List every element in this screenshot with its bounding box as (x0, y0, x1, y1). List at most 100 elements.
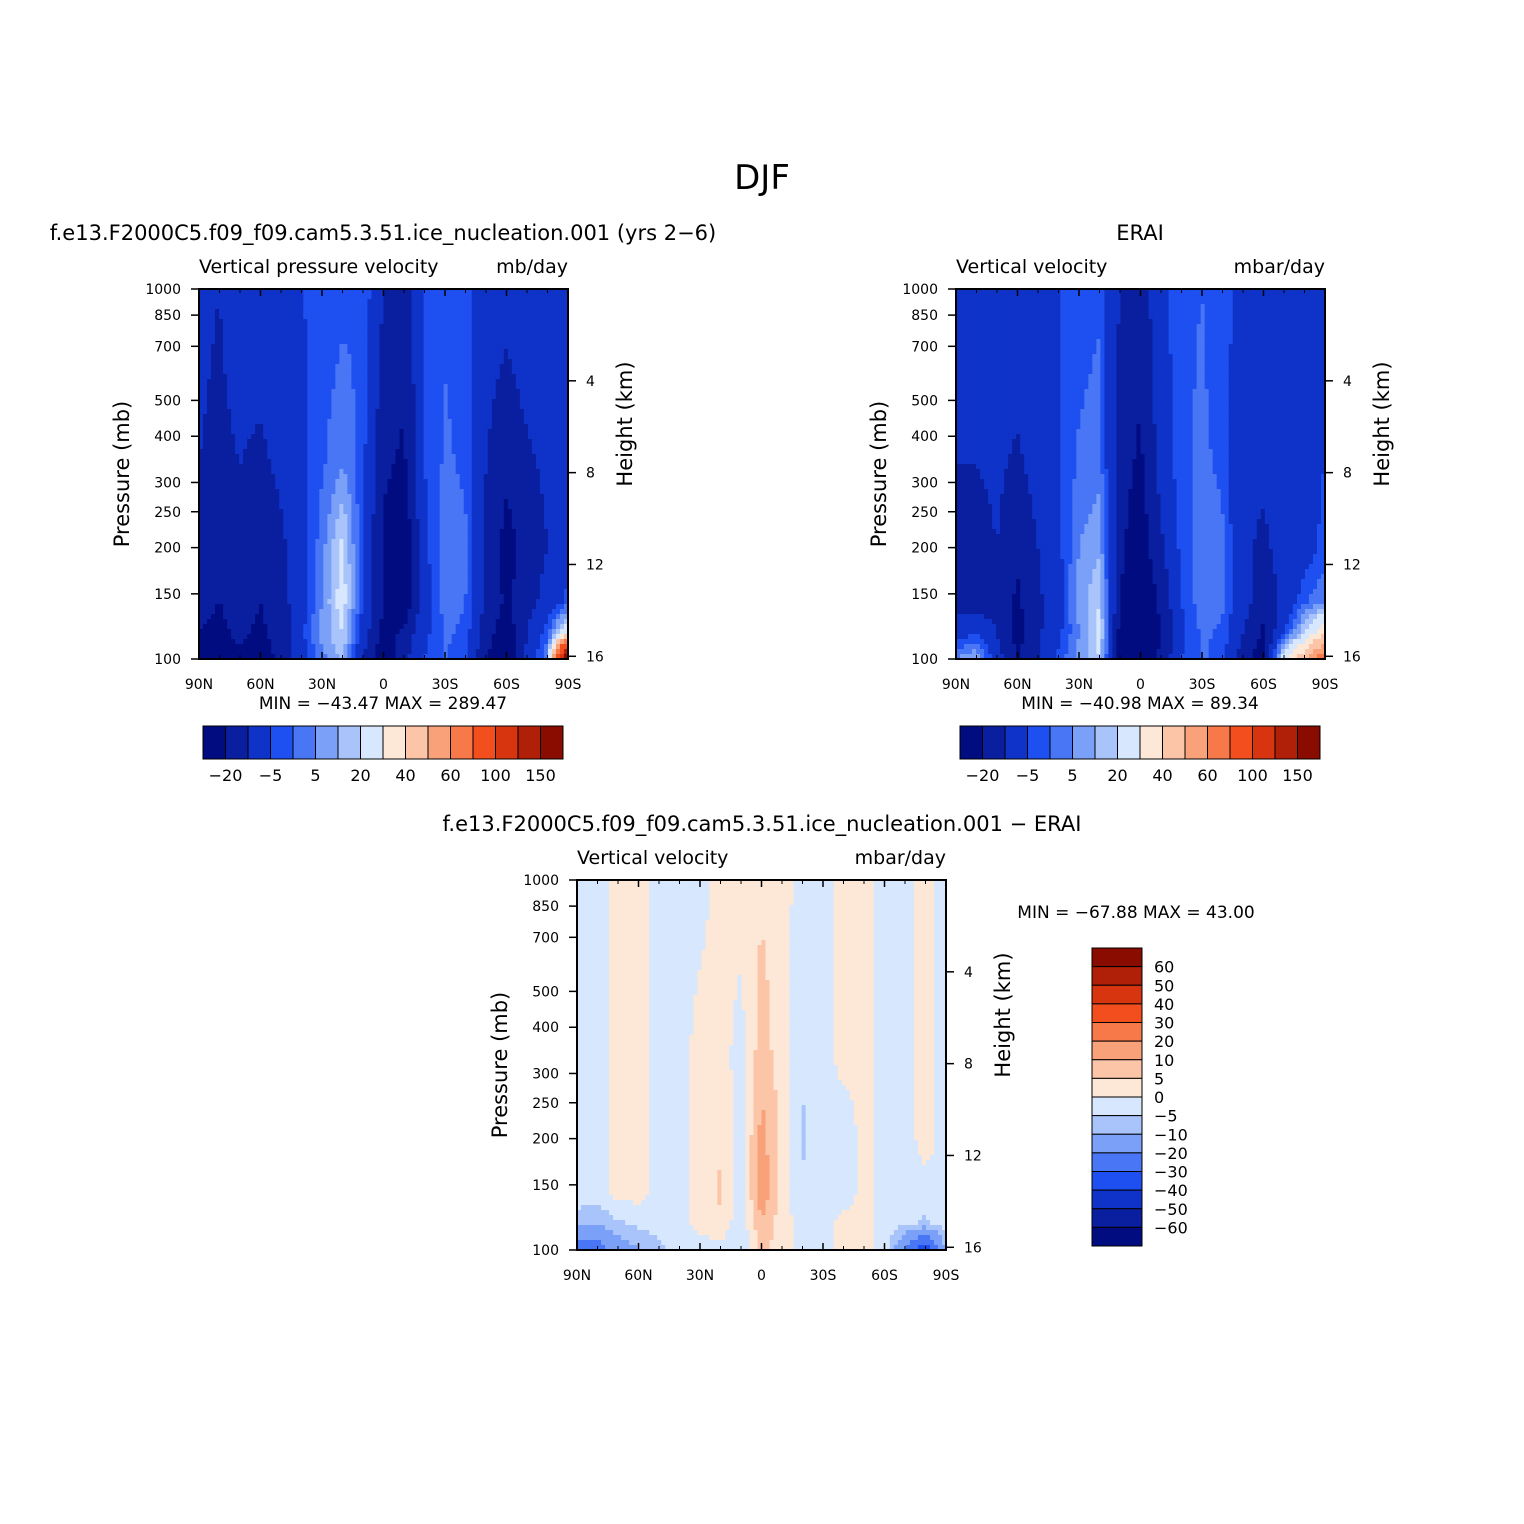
heatmap-cell (395, 384, 401, 390)
heatmap-cell (243, 349, 248, 355)
heatmap-cell (315, 529, 320, 535)
heatmap-cell (279, 524, 284, 530)
heatmap-cell (335, 379, 340, 385)
heatmap-cell (463, 514, 469, 520)
heatmap-cell (223, 494, 228, 500)
heatmap-cell (459, 399, 465, 405)
heatmap-cell (427, 444, 433, 450)
heatmap-cell (391, 509, 397, 515)
heatmap-cell (295, 369, 300, 375)
heatmap-cell (431, 619, 437, 625)
heatmap-cell (447, 304, 453, 310)
heatmap-cell (415, 419, 421, 425)
heatmap-cell (415, 634, 421, 640)
heatmap-cell (375, 409, 381, 415)
heatmap-cell (447, 294, 453, 300)
heatmap-cell (431, 394, 437, 400)
heatmap-cell (331, 399, 336, 405)
heatmap-cell (339, 599, 344, 605)
heatmap-cell (327, 389, 332, 395)
heatmap-cell (339, 464, 344, 470)
heatmap-cell (395, 344, 401, 350)
heatmap-cell (383, 379, 389, 385)
heatmap-cell (447, 324, 453, 330)
heatmap-cell (227, 509, 232, 515)
heatmap-cell (283, 539, 288, 545)
heatmap-cell (203, 489, 208, 495)
heatmap-cell (399, 464, 405, 470)
heatmap-cell (247, 299, 252, 305)
heatmap-cell (239, 579, 244, 585)
heatmap-cell (439, 359, 445, 365)
heatmap-cell (371, 604, 377, 610)
heatmap-cell (439, 624, 445, 630)
heatmap-cell (339, 414, 344, 420)
heatmap-cell (415, 294, 421, 300)
heatmap-cell (319, 449, 324, 455)
heatmap-cell (303, 549, 308, 555)
heatmap-cell (355, 564, 361, 570)
heatmap-cell (423, 479, 429, 485)
heatmap-cell (403, 564, 409, 570)
heatmap-cell (431, 469, 437, 475)
heatmap-cell (247, 439, 252, 445)
heatmap-cell (311, 449, 316, 455)
heatmap-cell (355, 514, 361, 520)
heatmap-cell (387, 489, 393, 495)
heatmap-cell (307, 564, 312, 570)
heatmap-cell (343, 464, 348, 470)
heatmap-cell (367, 634, 373, 640)
heatmap-cell (319, 384, 324, 390)
heatmap-cell (315, 544, 320, 550)
heatmap-cell (235, 389, 240, 395)
heatmap-cell (423, 424, 429, 430)
heatmap-cell (303, 514, 308, 520)
heatmap-cell (243, 464, 248, 470)
heatmap-cell (275, 534, 280, 540)
heatmap-cell (303, 299, 308, 305)
heatmap-cell (235, 494, 240, 500)
heatmap-cell (447, 579, 453, 585)
heatmap-cell (299, 314, 304, 320)
heatmap-cell (395, 514, 401, 520)
heatmap-cell (383, 334, 389, 340)
heatmap-cell (247, 429, 252, 435)
heatmap-cell (299, 454, 304, 460)
heatmap-cell (283, 364, 288, 370)
heatmap-cell (427, 654, 433, 659)
heatmap-cell (295, 349, 300, 355)
heatmap-cell (367, 614, 373, 620)
heatmap-cell (395, 349, 401, 355)
heatmap-cell (399, 454, 405, 460)
heatmap-cell (251, 619, 256, 625)
heatmap-cell (443, 449, 449, 455)
heatmap-cell (259, 589, 264, 595)
heatmap-cell (379, 434, 385, 440)
heatmap-cell (455, 354, 461, 360)
heatmap-cell (251, 319, 256, 325)
heatmap-cell (371, 449, 377, 455)
heatmap-cell (207, 414, 212, 420)
heatmap-cell (311, 464, 316, 470)
heatmap-cell (351, 289, 357, 295)
heatmap-cell (335, 594, 340, 600)
heatmap-cell (251, 289, 256, 295)
heatmap-cell (291, 489, 296, 495)
heatmap-cell (455, 359, 461, 365)
heatmap-cell (435, 309, 441, 315)
heatmap-cell (199, 359, 204, 365)
heatmap-cell (331, 299, 336, 305)
heatmap-cell (283, 634, 288, 640)
heatmap-cell (443, 329, 449, 335)
heatmap-cell (271, 294, 276, 300)
heatmap-cell (347, 509, 353, 515)
heatmap-cell (223, 409, 228, 415)
heatmap-cell (423, 439, 429, 445)
heatmap-cell (395, 579, 401, 585)
heatmap-cell (207, 619, 212, 625)
heatmap-cell (371, 374, 377, 380)
heatmap-cell (231, 424, 236, 430)
heatmap-cell (211, 404, 216, 410)
heatmap-cell (287, 344, 292, 350)
heatmap-cell (299, 574, 304, 580)
